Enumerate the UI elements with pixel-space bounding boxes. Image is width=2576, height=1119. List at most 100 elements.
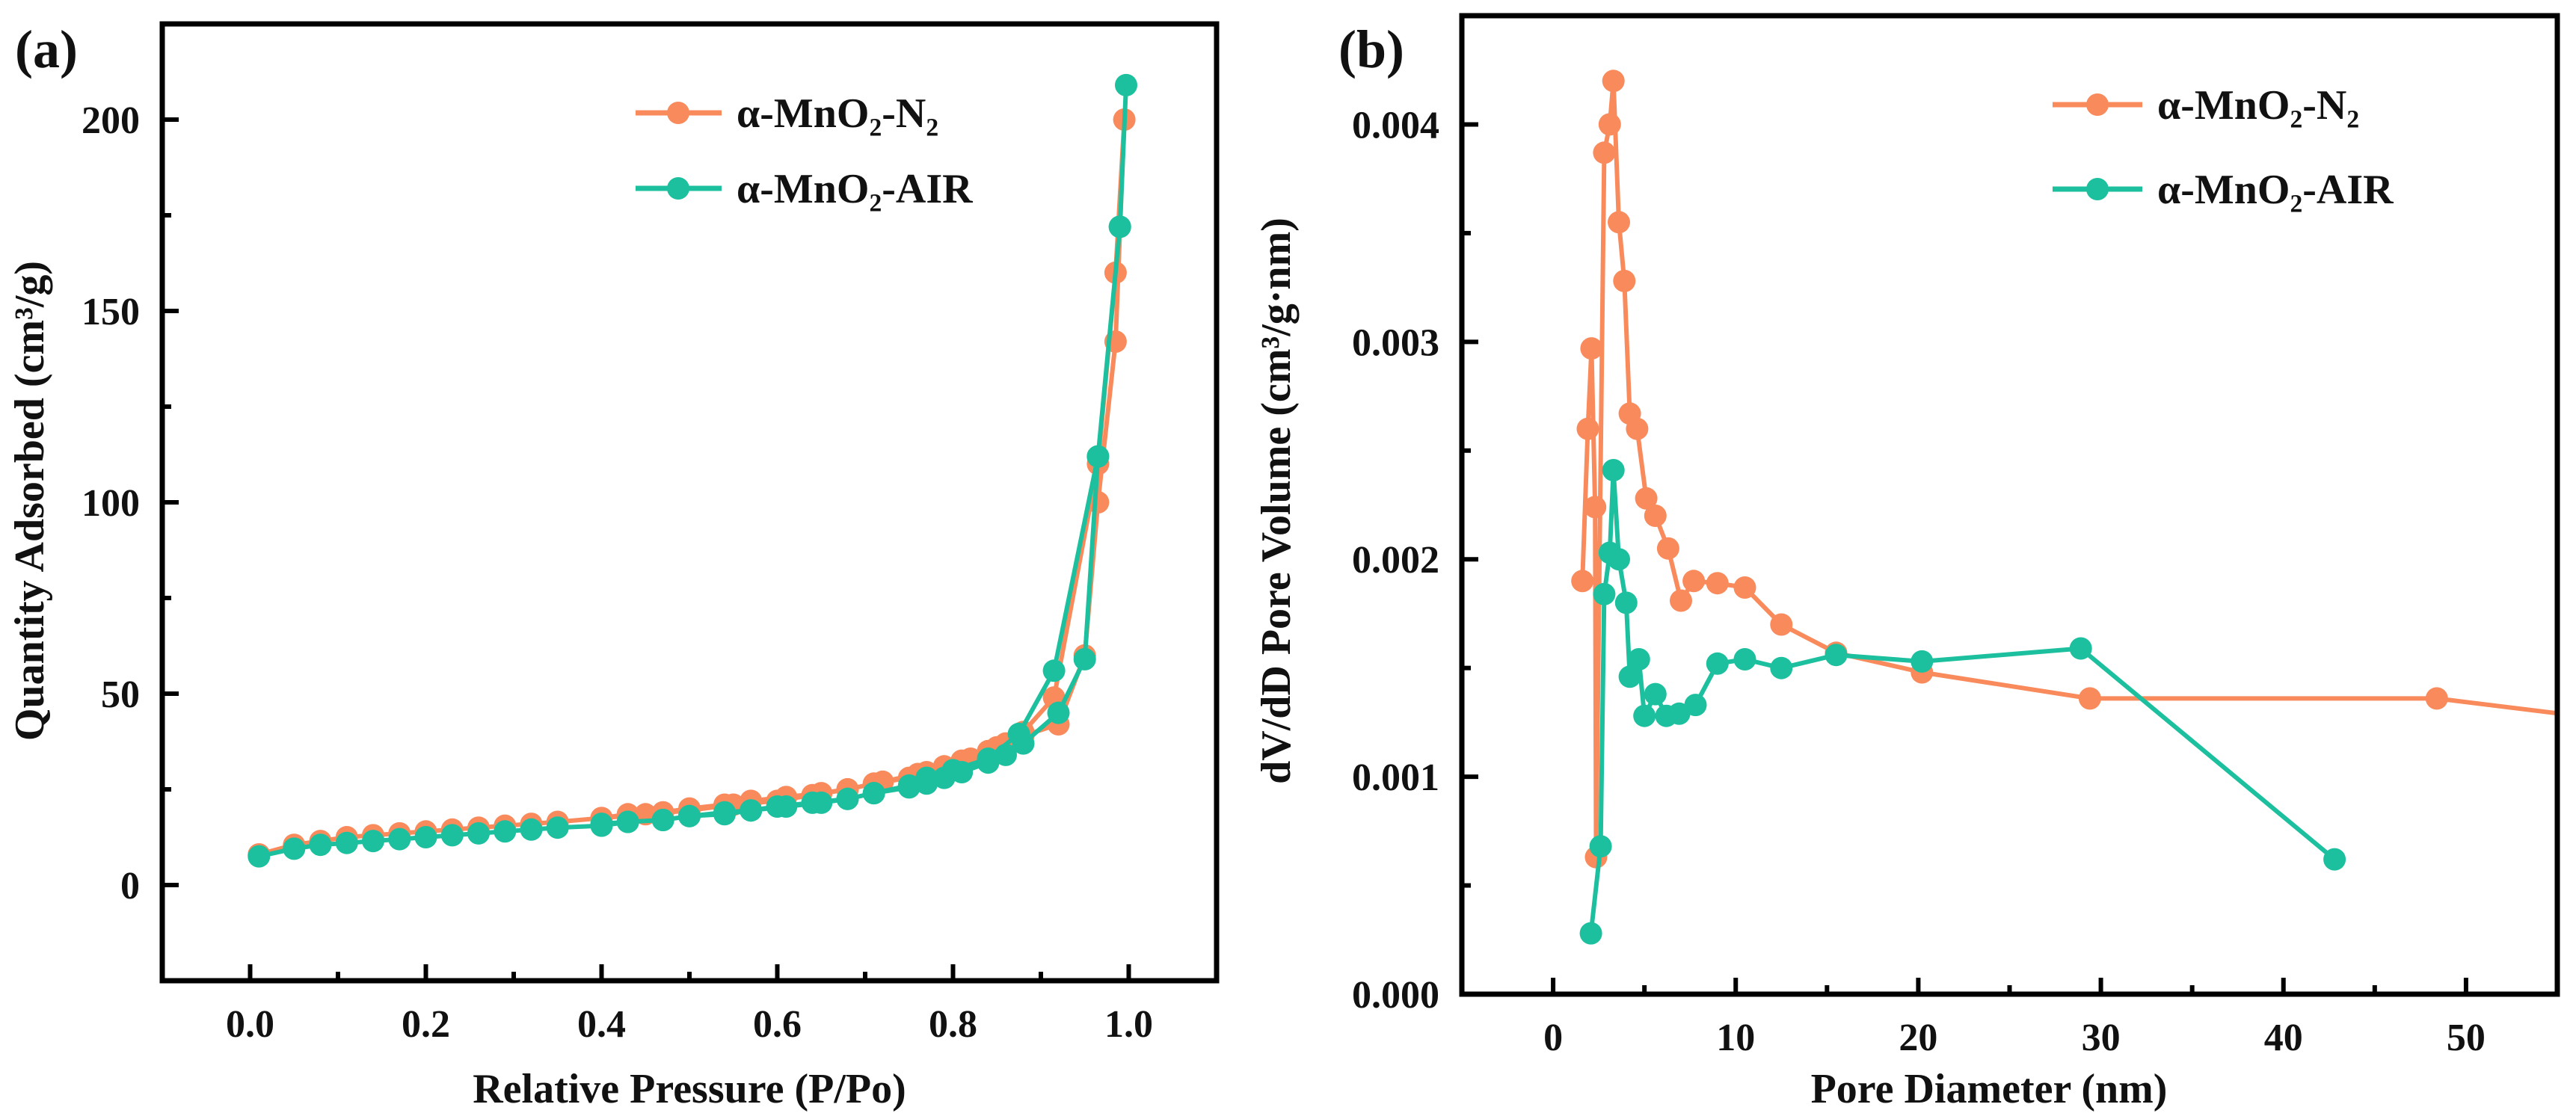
y-axis-title-a: Quantity Adsorbed (cm³/g) <box>7 261 53 741</box>
data-point-n2 <box>1626 417 1649 440</box>
plot-area-a: 0.0 0.2 0.4 0.6 0.8 1.0 0 50 100 150 200 <box>82 21 1220 1046</box>
x-tick-label: 50 <box>2447 1017 2486 1059</box>
x-tick-label: 10 <box>1716 1017 1755 1059</box>
data-point-n2 <box>1670 589 1692 612</box>
legend-label-air: α-MnO₂-AIR <box>2157 167 2394 213</box>
data-layer <box>1571 70 2557 945</box>
y-tick-label: 150 <box>82 291 140 333</box>
y-tick-label: 0.000 <box>1352 974 1439 1017</box>
x-tick-label: 0 <box>1543 1017 1563 1059</box>
data-point-n2 <box>1602 70 1625 93</box>
data-point-air <box>915 766 938 789</box>
y-tick-label: 100 <box>82 482 140 525</box>
data-point-air <box>862 782 885 805</box>
y-tick-label: 0.002 <box>1352 539 1439 582</box>
data-point-n2 <box>1584 496 1607 519</box>
legend-label-air: α-MnO₂-AIR <box>737 166 973 212</box>
data-point-air <box>1618 665 1641 688</box>
data-point-air <box>440 824 464 847</box>
data-point-air <box>1593 582 1616 605</box>
data-point-air <box>1108 215 1131 238</box>
data-point-air <box>283 837 306 860</box>
data-point-air <box>520 818 543 841</box>
series-line-air <box>258 82 1128 859</box>
data-point-air <box>836 787 859 810</box>
data-point-air <box>678 804 701 827</box>
data-point-air <box>335 831 358 854</box>
x-tick-label: 0.4 <box>577 1003 626 1046</box>
data-point-air <box>713 803 736 826</box>
data-point-n2 <box>1682 570 1706 593</box>
plot-area-b: 0 10 20 30 40 50 0.000 0.001 0.002 0.003 0.004 <box>1352 13 2560 1059</box>
data-layer <box>248 73 1137 868</box>
plot-frame <box>1459 13 2560 997</box>
data-point-air <box>414 826 437 848</box>
data-point-air <box>1086 445 1110 468</box>
y-tick-label: 0.004 <box>1352 104 1439 147</box>
y-tick-label: 0 <box>120 865 140 907</box>
series-line-n2 <box>1580 78 2557 860</box>
data-point-air <box>1579 922 1602 945</box>
legend-b: α-MnO₂-N₂ α-MnO₂-AIR <box>2053 82 2394 213</box>
data-point-air <box>1706 652 1729 675</box>
data-point-n2 <box>1644 505 1667 527</box>
data-point-n2 <box>1580 337 1603 360</box>
x-tick-label: 1.0 <box>1104 1003 1153 1046</box>
x-axis-title-b: Pore Diameter (nm) <box>1811 1066 2168 1112</box>
data-point-air <box>766 795 789 818</box>
data-point-air <box>1825 644 1848 667</box>
data-point-air <box>1911 650 1934 673</box>
data-point-n2 <box>1656 537 1679 560</box>
data-point-n2 <box>1598 113 1621 136</box>
data-point-air <box>801 791 824 814</box>
data-point-n2 <box>2078 687 2101 710</box>
panel-label-a: (a) <box>15 19 78 79</box>
x-tick-label: 40 <box>2264 1017 2303 1059</box>
data-point-air <box>1007 722 1030 745</box>
y-tick-label: 0.003 <box>1352 321 1439 364</box>
data-point-air <box>977 747 1000 770</box>
data-point-air <box>1042 659 1066 682</box>
x-tick-label: 0.6 <box>753 1003 802 1046</box>
x-tick-label: 20 <box>1899 1017 1937 1059</box>
y-tick-label: 200 <box>82 99 140 142</box>
data-point-air <box>388 827 411 851</box>
x-axis-title-a: Relative Pressure (P/Po) <box>473 1066 906 1112</box>
legend-label-n2: α-MnO₂-N₂ <box>2157 82 2359 129</box>
data-point-air <box>1633 704 1656 727</box>
data-point-n2 <box>1576 417 1599 440</box>
legend-marker-n2 <box>667 102 689 124</box>
panel-a-isotherm: (a) 0.0 0.2 0.4 0.6 0.8 1.0 0 50 100 150 200 Relat… <box>7 19 1220 1112</box>
data-point-air <box>494 820 517 843</box>
data-point-air <box>309 833 332 857</box>
data-point-air <box>1644 682 1667 706</box>
data-point-n2 <box>1571 570 1594 593</box>
data-point-air <box>616 810 639 833</box>
data-point-air <box>995 743 1017 766</box>
data-point-air <box>897 774 920 797</box>
data-point-n2 <box>1593 141 1616 164</box>
legend-marker-n2 <box>2086 93 2109 116</box>
data-point-air <box>1733 648 1756 671</box>
x-tick-label: 0.8 <box>929 1003 977 1046</box>
data-point-air <box>590 813 613 836</box>
data-point-air <box>467 821 490 845</box>
data-point-air <box>1608 548 1630 571</box>
data-point-air <box>362 830 384 853</box>
data-point-air <box>651 809 674 831</box>
panel-label-b: (b) <box>1338 19 1404 79</box>
y-tick-label: 50 <box>101 673 140 716</box>
x-tick-label: 0.2 <box>402 1003 450 1046</box>
data-point-air <box>1614 591 1638 614</box>
data-point-air <box>1047 701 1070 724</box>
data-point-air <box>1115 73 1137 96</box>
y-tick-label: 0.001 <box>1352 756 1439 799</box>
data-point-air <box>248 845 271 868</box>
data-point-air <box>2069 637 2092 660</box>
data-point-air <box>1073 647 1096 671</box>
data-point-n2 <box>1706 572 1729 595</box>
legend-marker-air <box>2086 178 2109 200</box>
data-point-air <box>2323 848 2346 871</box>
data-point-n2 <box>1613 269 1636 292</box>
